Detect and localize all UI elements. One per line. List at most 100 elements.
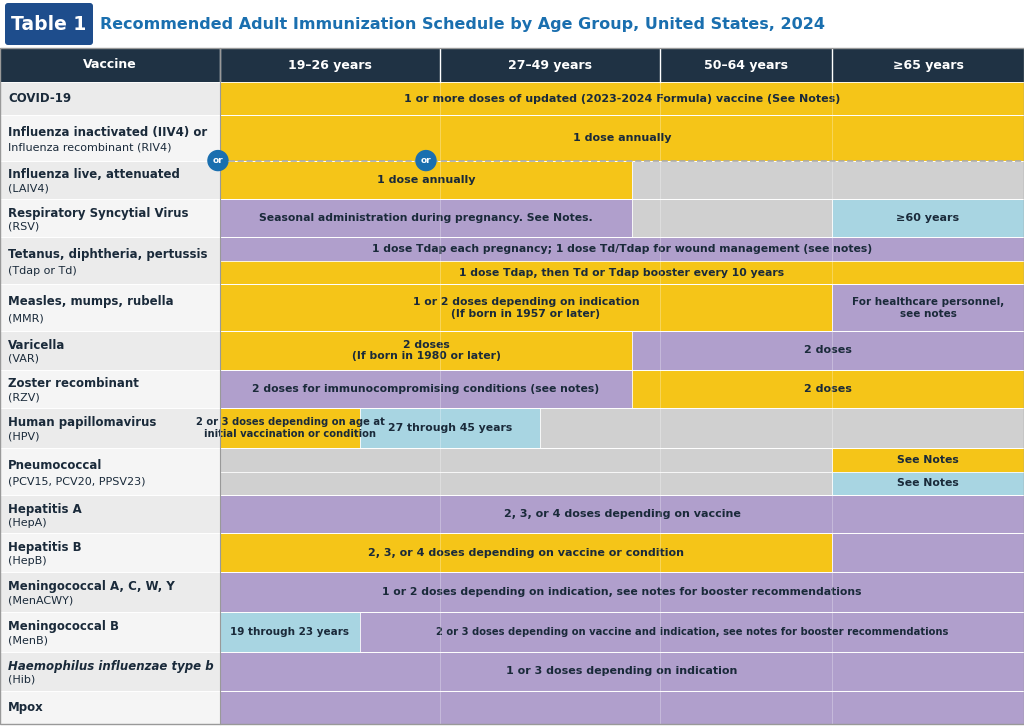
Text: Seasonal administration during pregnancy. See Notes.: Seasonal administration during pregnancy… (259, 213, 593, 223)
Text: For healthcare personnel,
see notes: For healthcare personnel, see notes (852, 297, 1005, 319)
Text: Influenza inactivated (IIV4) or: Influenza inactivated (IIV4) or (8, 126, 207, 138)
Bar (360, 408, 540, 448)
Bar (0, 691, 220, 724)
Text: or: or (213, 156, 223, 165)
Text: Human papillomavirus: Human papillomavirus (8, 416, 157, 430)
Text: (PCV15, PCV20, PPSV23): (PCV15, PCV20, PPSV23) (8, 477, 145, 487)
Bar (0, 285, 220, 331)
Bar (632, 370, 1024, 408)
Bar (0, 534, 220, 572)
Text: (HPV): (HPV) (8, 432, 40, 442)
Text: Varicella: Varicella (8, 339, 66, 352)
Text: Meningococcal B: Meningococcal B (8, 620, 119, 633)
Bar (0, 408, 220, 448)
Text: Zoster recombinant: Zoster recombinant (8, 377, 139, 390)
Bar (220, 691, 1024, 724)
Text: (LAIV4): (LAIV4) (8, 183, 49, 193)
Bar (0, 82, 220, 116)
Text: 50–64 years: 50–64 years (703, 58, 788, 71)
Bar (0, 331, 220, 370)
Circle shape (416, 151, 436, 170)
Bar (0, 448, 220, 495)
Text: (MenACWY): (MenACWY) (8, 596, 74, 606)
Circle shape (208, 151, 228, 170)
Bar (659, 48, 831, 82)
Text: 1 or 2 doses depending on indication
(If born in 1957 or later): 1 or 2 doses depending on indication (If… (413, 297, 639, 319)
Text: (HepA): (HepA) (8, 518, 47, 528)
Text: Vaccine: Vaccine (83, 58, 137, 71)
Text: Tetanus, diphtheria, pertussis: Tetanus, diphtheria, pertussis (8, 248, 208, 261)
Text: 1 dose annually: 1 dose annually (572, 133, 671, 143)
Bar (831, 285, 1024, 331)
Bar (220, 161, 632, 199)
Bar (0, 572, 220, 612)
Bar (831, 472, 1024, 495)
Text: Respiratory Syncytial Virus: Respiratory Syncytial Virus (8, 207, 188, 220)
Text: ≥60 years: ≥60 years (896, 213, 959, 223)
Bar (220, 237, 1024, 261)
Bar (0, 237, 220, 285)
Text: Measles, mumps, rubella: Measles, mumps, rubella (8, 295, 174, 308)
Bar (220, 82, 1024, 116)
Bar (0, 495, 220, 534)
Text: 2, 3, or 4 doses depending on vaccine or condition: 2, 3, or 4 doses depending on vaccine or… (368, 547, 684, 558)
Text: (VAR): (VAR) (8, 354, 39, 364)
Text: (Tdap or Td): (Tdap or Td) (8, 266, 77, 276)
Bar (632, 161, 1024, 199)
Text: 2 or 3 doses depending on vaccine and indication, see notes for booster recommen: 2 or 3 doses depending on vaccine and in… (436, 627, 948, 637)
Text: ≥65 years: ≥65 years (893, 58, 964, 71)
Bar (831, 48, 1024, 82)
Text: (RZV): (RZV) (8, 392, 40, 403)
Text: Meningococcal A, C, W, Y: Meningococcal A, C, W, Y (8, 580, 175, 593)
Text: 1 dose Tdap, then Td or Tdap booster every 10 years: 1 dose Tdap, then Td or Tdap booster eve… (460, 268, 784, 277)
Bar (220, 495, 1024, 534)
Text: See Notes: See Notes (897, 478, 958, 488)
Text: (MMR): (MMR) (8, 313, 44, 323)
Bar (220, 370, 632, 408)
Bar (220, 285, 831, 331)
Text: Mpox: Mpox (8, 701, 44, 713)
Bar (220, 199, 632, 237)
Bar (220, 534, 831, 572)
Text: 1 dose annually: 1 dose annually (377, 175, 475, 185)
Bar (220, 448, 831, 472)
Text: 1 or more doses of updated (2023-2024 Formula) vaccine (See Notes): 1 or more doses of updated (2023-2024 Fo… (403, 94, 840, 103)
Text: Influenza live, attenuated: Influenza live, attenuated (8, 168, 180, 181)
Text: 19 through 23 years: 19 through 23 years (230, 627, 349, 637)
Text: Table 1: Table 1 (11, 15, 87, 33)
Bar (831, 534, 1024, 572)
Text: See Notes: See Notes (897, 455, 958, 465)
Bar (540, 408, 1024, 448)
Bar (220, 116, 1024, 161)
Bar (0, 652, 220, 691)
Bar (220, 331, 632, 370)
Text: COVID-19: COVID-19 (8, 92, 71, 106)
Bar (0, 612, 220, 652)
Text: Hepatitis B: Hepatitis B (8, 541, 82, 554)
Bar (632, 331, 1024, 370)
FancyBboxPatch shape (5, 3, 93, 45)
Text: (HepB): (HepB) (8, 556, 47, 566)
Text: 1 dose Tdap each pregnancy; 1 dose Td/Tdap for wound management (see notes): 1 dose Tdap each pregnancy; 1 dose Td/Td… (372, 244, 872, 254)
Text: 2 doses for immunocompromising conditions (see notes): 2 doses for immunocompromising condition… (253, 384, 599, 394)
Text: 2 or 3 doses depending on age at
initial vaccination or condition: 2 or 3 doses depending on age at initial… (196, 417, 384, 439)
Text: 1 or 2 doses depending on indication, see notes for booster recommendations: 1 or 2 doses depending on indication, se… (382, 587, 862, 597)
Bar (360, 612, 1024, 652)
Bar (220, 652, 1024, 691)
Bar (220, 472, 831, 495)
Text: Recommended Adult Immunization Schedule by Age Group, United States, 2024: Recommended Adult Immunization Schedule … (100, 17, 825, 31)
Bar (0, 161, 220, 199)
Text: 27–49 years: 27–49 years (508, 58, 592, 71)
Bar (0, 116, 220, 161)
Bar (440, 48, 660, 82)
Text: 2 doses: 2 doses (804, 384, 852, 394)
Bar (831, 448, 1024, 472)
Text: Influenza recombinant (RIV4): Influenza recombinant (RIV4) (8, 143, 171, 153)
Bar (220, 612, 360, 652)
Text: Haemophilus influenzae type b: Haemophilus influenzae type b (8, 660, 214, 673)
Bar (0, 370, 220, 408)
Bar (220, 572, 1024, 612)
Text: or: or (421, 156, 431, 165)
Bar (220, 48, 440, 82)
Bar (632, 199, 831, 237)
